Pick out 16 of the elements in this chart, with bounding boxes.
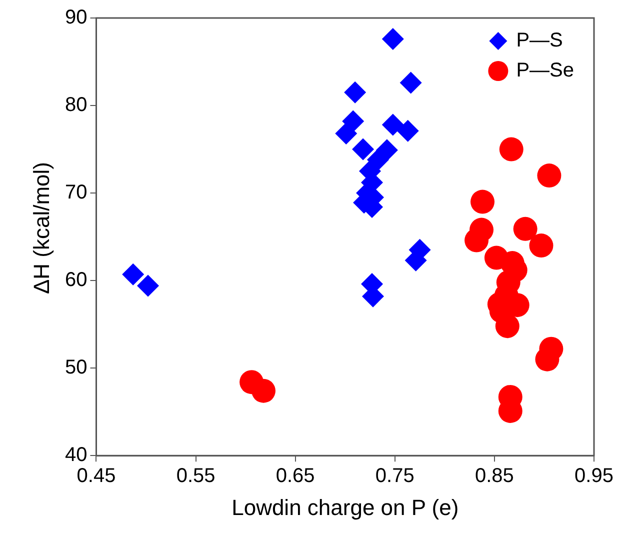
y-tick-label: 40 — [64, 444, 88, 466]
y-axis-title: ΔH (kcal/mol) — [29, 162, 55, 294]
x-tick-label: 0.85 — [474, 465, 514, 488]
x-tick-label: 0.75 — [375, 465, 414, 488]
y-tick-label: 70 — [64, 182, 88, 204]
y-tick-label: 50 — [64, 356, 88, 379]
y-tick-label: 80 — [64, 94, 88, 116]
y-tick-label: 90 — [64, 6, 88, 29]
legend-label: P—Se — [516, 60, 574, 82]
x-tick-label: 0.55 — [176, 465, 216, 488]
x-tick-label: 0.65 — [276, 465, 315, 488]
y-tick-label: 60 — [64, 269, 88, 292]
x-axis-title: Lowdin charge on P (e) — [232, 494, 459, 520]
legend-label: P—S — [516, 30, 563, 52]
x-tick-label: 0.95 — [574, 465, 614, 488]
x-tick-label: 0.45 — [76, 465, 116, 488]
